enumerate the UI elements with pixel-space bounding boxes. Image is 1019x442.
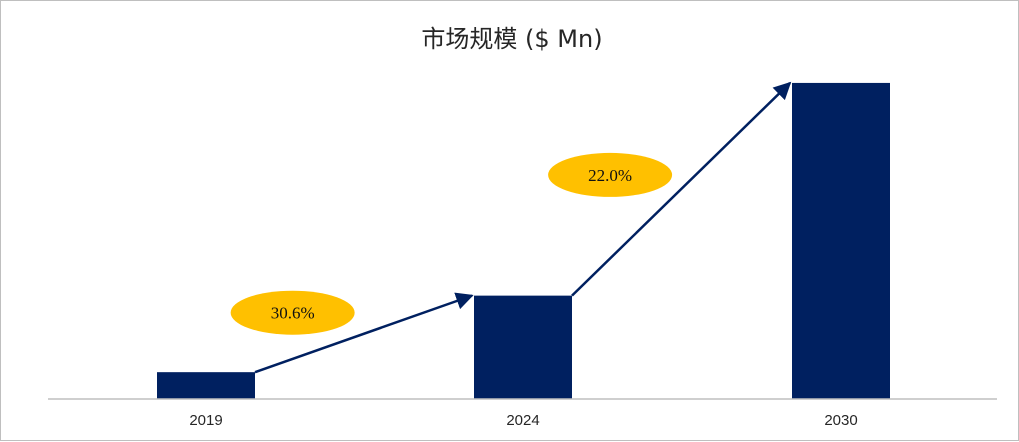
growth-rate-label: 22.0% xyxy=(588,166,632,185)
growth-badge: 22.0% xyxy=(548,152,673,197)
growth-arrow xyxy=(571,81,792,297)
bars-layer xyxy=(157,82,890,399)
bar-2024 xyxy=(474,295,572,399)
x-axis-ticks: 2019 2024 2030 xyxy=(189,412,857,429)
x-tick-label: 2030 xyxy=(824,412,857,429)
x-tick-label: 2024 xyxy=(506,412,539,429)
growth-badges: 30.6% 22.0% xyxy=(230,152,673,335)
growth-badge-shape xyxy=(548,152,673,197)
growth-badge: 30.6% xyxy=(230,290,355,335)
bar-2019 xyxy=(157,372,255,399)
growth-arrow xyxy=(254,292,474,374)
growth-rate-label: 30.6% xyxy=(271,304,315,323)
x-tick-label: 2019 xyxy=(189,412,222,429)
growth-badge-shape xyxy=(230,290,355,335)
bar-2030 xyxy=(792,82,890,399)
chart-title: 市场规模 ($ Mn) xyxy=(421,25,602,53)
growth-arrows xyxy=(254,81,792,374)
